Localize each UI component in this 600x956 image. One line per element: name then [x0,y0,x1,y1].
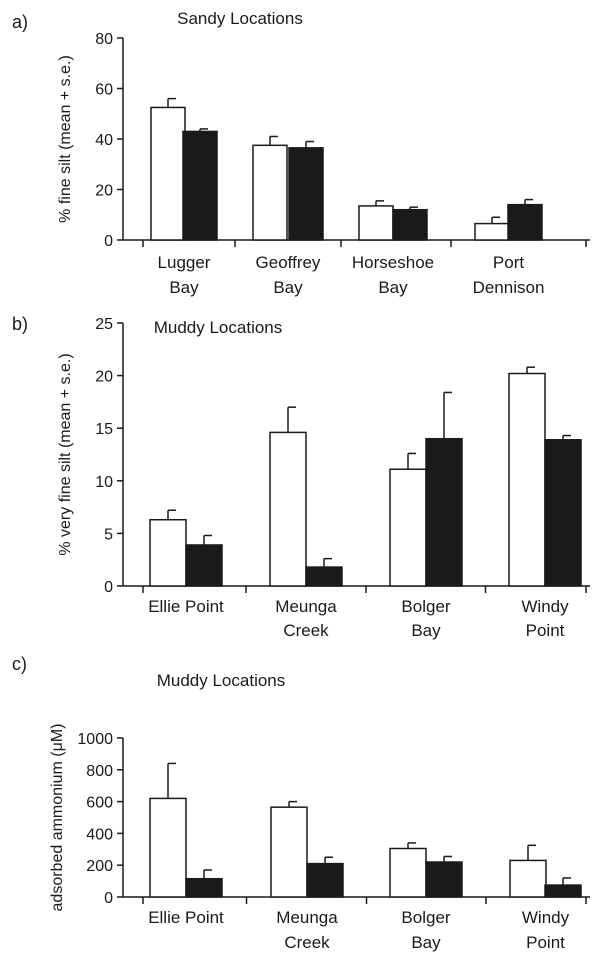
y-tick-label: 0 [104,233,113,250]
bar [392,208,428,241]
bar [507,203,543,241]
bar [544,884,582,898]
x-category-label: Windy [522,908,570,927]
y-axis-label: % very fine silt (mean + s.e.) [57,353,74,555]
x-category-label: Point [526,621,565,640]
bar [544,439,582,587]
y-tick-label: 80 [95,31,113,48]
chart-panel-1: a) Sandy Locations % fine silt (mean + s.e… [12,9,590,297]
y-tick-label: 25 [95,316,113,333]
bar [358,205,394,241]
y-tick-label: 1000 [77,731,113,748]
x-category-label: Bay [411,621,441,640]
chart-title: Sandy Locations [177,9,303,28]
bar [306,862,344,898]
bar [389,468,427,587]
x-category-label: Bolger [401,597,450,616]
chart-title: Muddy Locations [154,318,283,337]
bar [149,518,187,587]
y-tick-label: 20 [95,183,113,200]
x-category-label: Meunga [275,597,337,616]
bar [252,144,288,241]
x-category-label: Bay [378,278,408,297]
x-category-label: Windy [521,597,569,616]
y-tick-label: 20 [95,369,113,386]
x-category-label: Bay [411,933,441,952]
x-category-label: Creek [283,621,329,640]
bar [185,877,223,898]
bar [270,806,308,898]
x-category-label: Ellie Point [148,908,224,927]
bar [269,431,307,587]
bar [150,106,186,241]
panel-label: b) [12,314,28,334]
bar [305,566,343,587]
bar [509,859,547,898]
y-axis-label: % fine silt (mean + s.e.) [57,55,74,223]
y-tick-label: 40 [95,132,113,149]
bar [508,372,546,587]
y-tick-label: 60 [95,82,113,99]
x-category-label: Horseshoe [352,253,434,272]
y-tick-label: 0 [104,579,113,596]
bar [182,130,218,241]
x-category-label: Ellie Point [148,597,224,616]
x-category-label: Bolger [401,908,450,927]
y-tick-label: 0 [104,890,113,907]
x-category-label: Point [526,933,565,952]
panel-label: a) [12,12,28,32]
x-category-label: Lugger [158,253,211,272]
x-category-label: Dennison [473,278,545,297]
bar [425,861,463,898]
chart-panel-3: c) Muddy Locations adsorbed ammonium (μM) 0… [12,654,590,952]
bar [425,437,463,587]
y-axis-label: adsorbed ammonium (μM) [49,724,66,912]
bar [474,222,510,241]
x-category-label: Meunga [276,908,338,927]
y-tick-label: 800 [86,763,113,780]
bar [288,147,324,241]
bar [389,847,427,898]
chart-title: Muddy Locations [157,671,286,690]
panel-label: c) [12,654,27,674]
x-category-label: Bay [273,278,303,297]
x-category-label: Port [493,253,524,272]
y-tick-label: 200 [86,858,113,875]
y-tick-label: 600 [86,795,113,812]
x-category-label: Creek [284,933,330,952]
bar [149,797,187,898]
x-category-label: Bay [169,278,199,297]
y-tick-label: 10 [95,474,113,491]
y-tick-label: 15 [95,421,113,438]
x-category-label: Geoffrey [256,253,321,272]
y-tick-label: 400 [86,826,113,843]
chart-panel-2: b) Muddy Locations % very fine silt (mean … [12,314,590,640]
bar [185,544,223,587]
y-tick-label: 5 [104,526,113,543]
